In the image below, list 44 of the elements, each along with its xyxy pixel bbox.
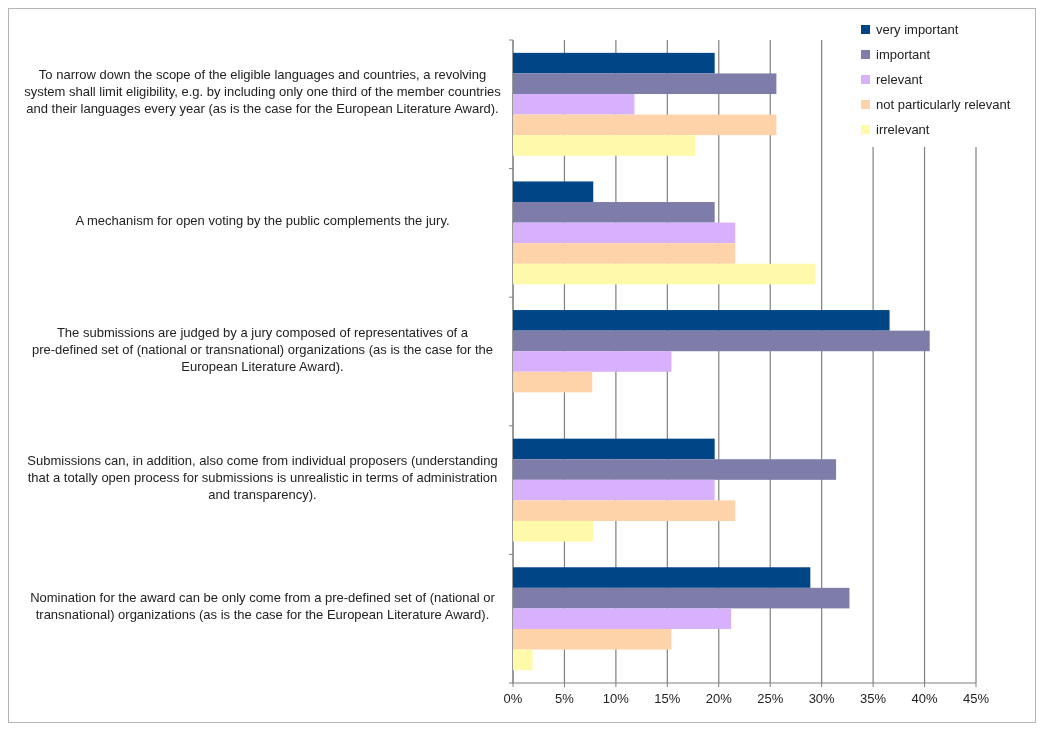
x-tick-label: 20%: [705, 691, 733, 706]
y-tick-label: To narrow down the scope of the eligible languages and countries, a revolving system shall limit eligibility, e.g. by including only one third of the member countries and their languages every year (as is the case for the European Literature Award).: [24, 67, 502, 117]
bar: [513, 222, 736, 244]
legend-label: irrelevant: [876, 122, 930, 137]
bar: [513, 649, 533, 671]
bar: [513, 243, 736, 264]
bar: [513, 567, 811, 588]
legend-label: important: [876, 47, 931, 62]
bar: [513, 181, 594, 203]
bar: [513, 52, 715, 74]
bar: [513, 263, 816, 285]
y-tick-label: Submissions can, in addition, also come from individual proposers (understanding that a totally open process for submissions is unrealistic in terms of administration and transparency).: [27, 453, 498, 503]
bar: [513, 202, 715, 223]
legend-label: relevant: [876, 72, 923, 87]
x-tick-label: 40%: [911, 691, 938, 706]
bar: [513, 351, 672, 372]
bar: [513, 520, 594, 542]
x-tick-label: 30%: [808, 691, 836, 706]
x-tick-label: 10%: [602, 691, 630, 706]
legend-label: not particularly relevant: [876, 97, 1011, 112]
y-tick-label: The submissions are judged by a jury composed of representatives of a pre-defined set of (national or transnational) organizations (as is the case for the European Literature Award).: [31, 324, 494, 374]
bar: [513, 628, 672, 650]
bar: [513, 310, 890, 331]
bar: [513, 330, 930, 352]
bar: [513, 94, 635, 115]
x-tick-label: 5%: [555, 691, 575, 706]
x-tick-label: 45%: [962, 691, 990, 706]
bar: [513, 608, 732, 629]
y-tick-label: A mechanism for open voting by the public complements the jury.: [75, 212, 450, 228]
bar: [513, 135, 696, 156]
y-tick-label: Nomination for the award can be only come from a pre-defined set of (national or transnational) organizations (as is the case for the European Literature Award).: [30, 590, 496, 623]
bar: [513, 438, 715, 460]
bar: [513, 459, 837, 480]
bar: [513, 114, 777, 136]
x-tick-label: 15%: [654, 691, 681, 706]
x-tick-label: 35%: [860, 691, 887, 706]
bar: [513, 479, 715, 501]
bar: [513, 587, 850, 609]
x-tick-label: 0%: [503, 691, 523, 706]
bar: [513, 73, 777, 95]
legend-label: very important: [876, 22, 959, 37]
bar: [513, 500, 736, 521]
bar: [513, 371, 593, 393]
x-tick-label: 25%: [757, 691, 784, 706]
